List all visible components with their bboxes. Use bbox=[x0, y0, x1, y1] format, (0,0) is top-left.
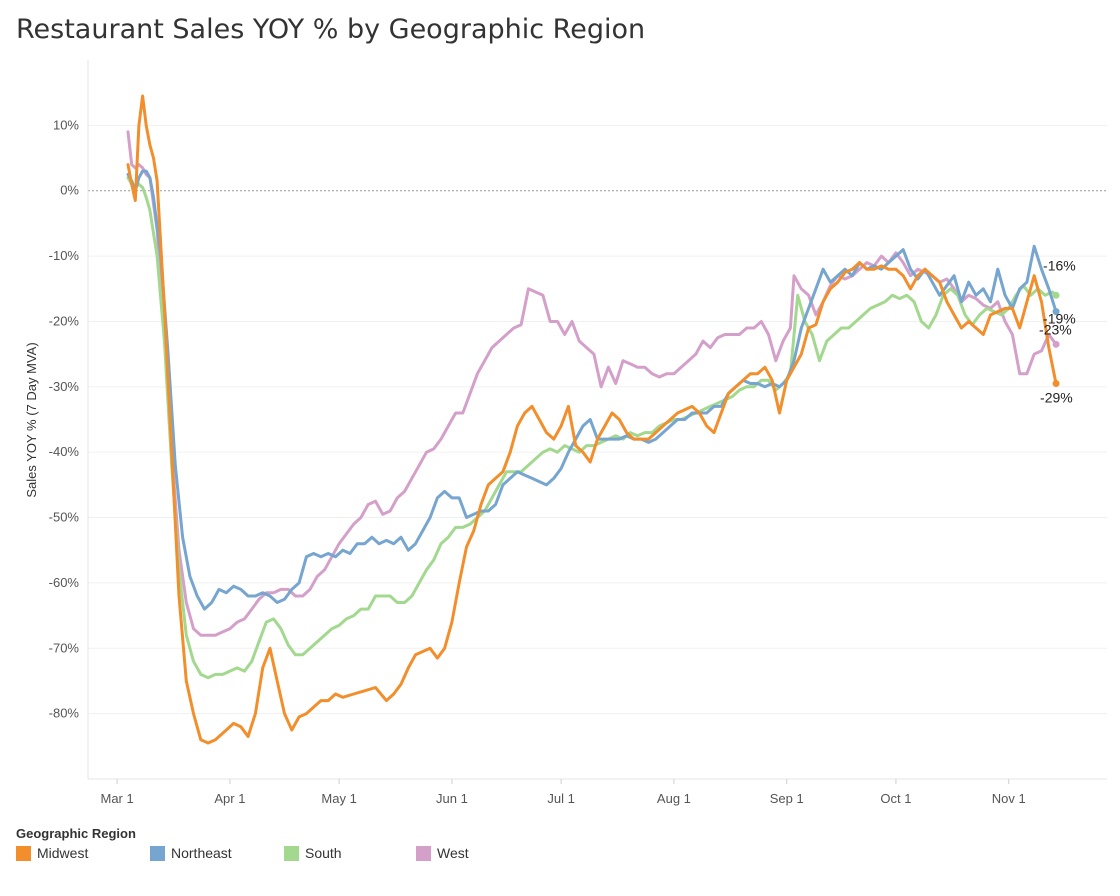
end-label-layer: -29% -19% -16% -23% bbox=[1039, 257, 1076, 405]
chart-title: Restaurant Sales YOY % by Geographic Reg… bbox=[16, 14, 646, 45]
x-tick-label: Sep 1 bbox=[770, 791, 804, 806]
series-line-south bbox=[126, 176, 1058, 680]
x-tick-label: Apr 1 bbox=[214, 791, 245, 806]
x-tick-label: Aug 1 bbox=[657, 791, 691, 806]
y-tick-label: -30% bbox=[49, 379, 80, 394]
legend-item-northeast[interactable]: Northeast bbox=[150, 845, 232, 861]
legend-swatch bbox=[150, 845, 165, 861]
grid-layer bbox=[88, 124, 1107, 715]
legend-label: West bbox=[437, 845, 469, 861]
y-tick-label: 0% bbox=[60, 183, 79, 198]
legend-items: Midwest Northeast South West bbox=[16, 845, 469, 869]
y-tick-label: -10% bbox=[49, 248, 80, 263]
y-axis-label: Sales YOY % (7 Day MVA) bbox=[24, 342, 39, 497]
axis-layer: 10% 0% -10% -20% -30% -40% -50% -60% -70% -80% Mar… bbox=[49, 60, 1107, 806]
series-end-dot-midwest bbox=[1052, 380, 1060, 388]
x-tick-label: Oct 1 bbox=[880, 791, 911, 806]
end-label-west: -23% bbox=[1039, 321, 1072, 337]
line-chart: 10% 0% -10% -20% -30% -40% -50% -60% -70% -80% Mar… bbox=[24, 60, 1107, 806]
series-line-west bbox=[126, 130, 1058, 637]
y-tick-label: -50% bbox=[49, 510, 80, 525]
legend-title: Geographic Region bbox=[16, 826, 136, 841]
legend-item-west[interactable]: West bbox=[416, 845, 469, 861]
legend-swatch bbox=[284, 845, 299, 861]
end-label-northeast: -19% bbox=[1043, 311, 1076, 327]
end-label-midwest: -29% bbox=[1040, 390, 1073, 406]
series-layer bbox=[126, 94, 1060, 745]
x-tick-label: Nov 1 bbox=[992, 791, 1026, 806]
y-tick-label: -40% bbox=[49, 444, 80, 459]
legend: Geographic Region Midwest Northeast South W… bbox=[16, 826, 469, 869]
end-label-south: -16% bbox=[1043, 257, 1076, 273]
legend-item-midwest[interactable]: Midwest bbox=[16, 845, 88, 861]
series-line-midwest bbox=[126, 94, 1058, 745]
y-tick-label: 10% bbox=[53, 117, 79, 132]
legend-label: Northeast bbox=[171, 845, 232, 861]
legend-swatch bbox=[416, 845, 431, 861]
series-end-dot-northeast bbox=[1052, 308, 1060, 316]
legend-label: South bbox=[305, 845, 342, 861]
legend-swatch bbox=[16, 845, 31, 861]
series-end-dot-south bbox=[1052, 291, 1060, 299]
series-end-dot-west bbox=[1052, 340, 1060, 348]
y-tick-label: -80% bbox=[49, 706, 80, 721]
y-tick-label: -70% bbox=[49, 640, 80, 655]
legend-label: Midwest bbox=[37, 845, 89, 861]
x-tick-label: Mar 1 bbox=[100, 791, 133, 806]
y-tick-label: -20% bbox=[49, 313, 80, 328]
x-tick-label: Jun 1 bbox=[436, 791, 468, 806]
legend-item-south[interactable]: South bbox=[284, 845, 342, 861]
x-tick-label: Jul 1 bbox=[547, 791, 574, 806]
x-tick-label: May 1 bbox=[321, 791, 356, 806]
y-tick-label: -60% bbox=[49, 575, 80, 590]
series-line-northeast bbox=[126, 169, 1058, 611]
